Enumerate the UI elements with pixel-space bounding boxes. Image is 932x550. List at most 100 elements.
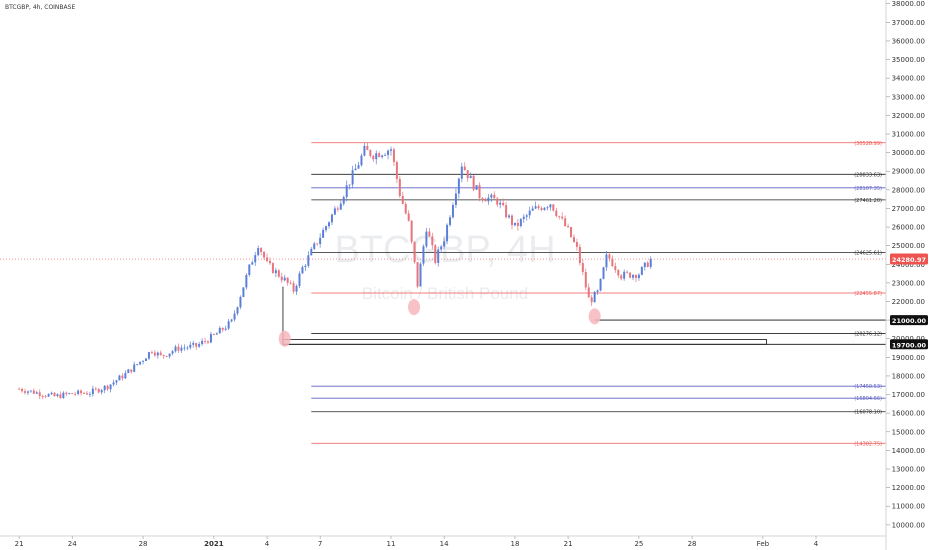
- candle: [543, 207, 546, 211]
- price-scale[interactable]: 10000.00 11000.00 12000.00 13000.00 14000.00…: [885, 0, 925, 550]
- candle: [150, 350, 153, 355]
- candle: [398, 175, 401, 199]
- y-tick-label: 26000.00: [892, 224, 925, 232]
- candle: [449, 215, 452, 227]
- candle: [540, 206, 543, 212]
- candle: [295, 284, 298, 296]
- candle: [496, 196, 499, 208]
- candle: [578, 243, 581, 266]
- y-tick-label: 14000.00: [892, 447, 925, 455]
- candle: [83, 391, 86, 395]
- candle: [162, 354, 165, 359]
- y-tick-label: 27000.00: [892, 205, 925, 213]
- highlight-marker[interactable]: [408, 299, 421, 316]
- candle: [484, 197, 487, 202]
- candle: [180, 344, 183, 354]
- level-label: (27461.20): [854, 198, 882, 204]
- candle: [218, 326, 221, 334]
- candle: [528, 206, 531, 219]
- candle: [413, 241, 416, 264]
- candle: [437, 246, 440, 267]
- candle: [174, 344, 177, 353]
- y-tick-label: 16000.00: [892, 410, 925, 418]
- candle: [596, 289, 599, 295]
- candle: [416, 262, 419, 289]
- candle: [115, 379, 118, 385]
- x-tick-label: 28: [139, 540, 148, 548]
- candle: [575, 238, 578, 251]
- candle: [490, 193, 493, 202]
- candle: [121, 373, 124, 381]
- candle: [570, 226, 573, 238]
- candle: [271, 262, 274, 274]
- candle: [372, 154, 375, 162]
- candle: [475, 185, 478, 190]
- candle: [508, 213, 511, 219]
- candle: [487, 194, 490, 205]
- candle: [204, 337, 207, 345]
- candle: [221, 327, 224, 333]
- x-tick-label: 4: [265, 540, 270, 548]
- candle: [330, 213, 333, 226]
- candle: [68, 392, 71, 395]
- x-tick-label: 24: [68, 540, 77, 548]
- candle: [268, 257, 271, 265]
- candle: [537, 204, 540, 210]
- candle: [230, 318, 233, 323]
- candle: [50, 391, 53, 395]
- candle: [26, 390, 29, 396]
- candle: [634, 274, 637, 283]
- candle: [632, 273, 635, 281]
- candle: [626, 270, 629, 274]
- candle: [513, 222, 516, 227]
- candle: [142, 360, 145, 365]
- candle: [94, 386, 97, 391]
- candle: [97, 388, 100, 394]
- candle: [611, 255, 614, 267]
- candle: [434, 243, 437, 265]
- candle: [80, 389, 83, 396]
- y-tick-label: 30000.00: [892, 149, 925, 157]
- candle: [472, 174, 475, 192]
- candle: [366, 142, 369, 151]
- candle: [549, 203, 552, 211]
- candle: [53, 391, 56, 397]
- candle: [348, 184, 351, 190]
- candle: [124, 370, 127, 380]
- candle: [360, 153, 363, 167]
- level-label: (22455.87): [854, 291, 882, 297]
- candle: [239, 295, 242, 310]
- candle: [407, 210, 410, 222]
- candle: [599, 278, 602, 292]
- highlight-marker[interactable]: [588, 308, 601, 325]
- y-tick-label: 25000.00: [892, 242, 925, 250]
- candle: [328, 221, 331, 229]
- candle: [47, 393, 50, 397]
- candle: [460, 162, 463, 183]
- candle: [29, 390, 32, 393]
- y-tick-label: 17000.00: [892, 391, 925, 399]
- time-scale[interactable]: 21 24 28 2021 4 7 11 14 18 21 25 28 Feb 4: [0, 535, 886, 548]
- y-tick-label: 31000.00: [892, 131, 925, 139]
- y-tick-label: 35000.00: [892, 56, 925, 64]
- highlight-marker[interactable]: [278, 330, 291, 347]
- candle: [74, 391, 77, 396]
- candle: [18, 387, 21, 390]
- x-tick-label: 28: [688, 540, 697, 548]
- candle: [209, 331, 212, 344]
- candle: [38, 389, 41, 400]
- candle: [183, 344, 186, 351]
- candle: [387, 149, 390, 160]
- candle: [649, 256, 652, 269]
- candle: [392, 147, 395, 166]
- y-tick-label: 29000.00: [892, 168, 925, 176]
- candle: [581, 259, 584, 276]
- candle: [159, 350, 162, 356]
- price-tag: 19700.00: [890, 339, 928, 350]
- range-rectangle[interactable]: [282, 339, 767, 345]
- y-tick-label: 23000.00: [892, 279, 925, 287]
- candle: [404, 201, 407, 215]
- candle: [552, 204, 555, 212]
- candle: [153, 349, 156, 358]
